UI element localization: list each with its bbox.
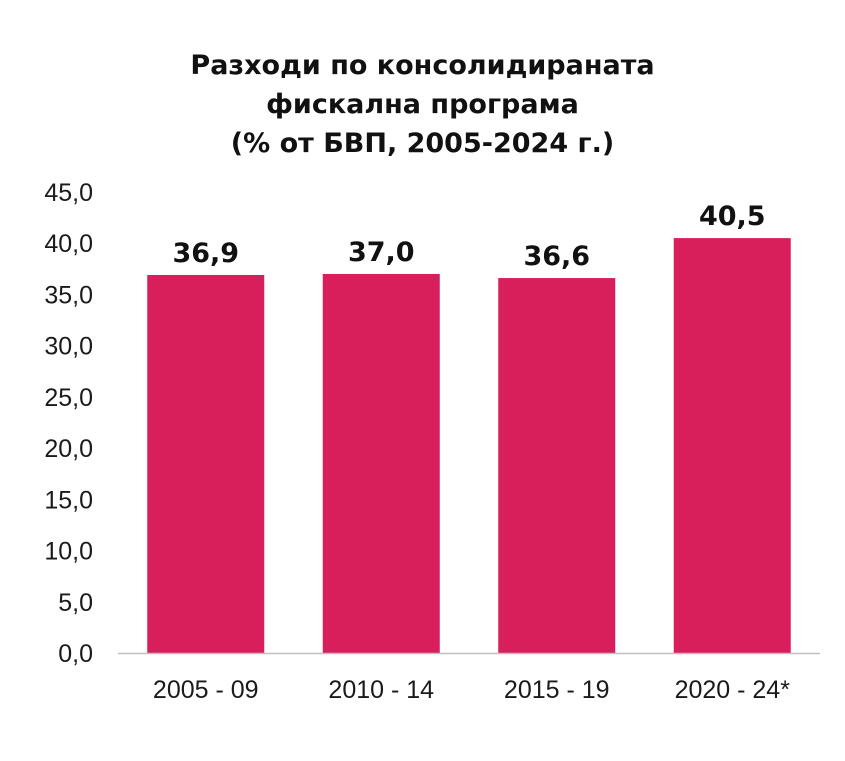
chart-title-line-3: (% от БВП, 2005-2024 г.): [230, 128, 615, 159]
x-axis-category-labels: 2005 - 09 2010 - 14 2015 - 19 2020 - 24*: [153, 676, 790, 704]
x-category-label: 2010 - 14: [328, 676, 434, 704]
y-tick-label: 45,0: [44, 179, 93, 207]
chart-title: Разходи по консолидираната фискална прог…: [0, 46, 845, 163]
x-category-label: 2005 - 09: [153, 676, 259, 704]
bar-value-label: 37,0: [348, 237, 415, 268]
bars: [147, 238, 791, 653]
y-tick-label: 0,0: [58, 640, 93, 668]
chart-title-line-1: Разходи по консолидираната: [190, 50, 655, 81]
y-tick-label: 10,0: [44, 538, 93, 566]
y-tick-label: 30,0: [44, 333, 93, 361]
y-tick-label: 25,0: [44, 384, 93, 412]
bar: [147, 274, 265, 653]
bar: [498, 278, 616, 653]
bar-value-label: 36,9: [172, 238, 239, 269]
x-category-label: 2020 - 24*: [675, 676, 791, 704]
x-category-label: 2015 - 19: [504, 676, 610, 704]
data-labels: 36,9 37,0 36,6 40,5: [172, 201, 765, 272]
y-tick-label: 35,0: [44, 281, 93, 309]
bar-value-label: 36,6: [523, 241, 590, 272]
bar: [673, 238, 791, 653]
y-tick-label: 20,0: [44, 435, 93, 463]
y-tick-label: 40,0: [44, 230, 93, 258]
y-axis-tick-labels: 0,0 5,0 10,0 15,0 20,0 25,0 30,0 35,0 40,0 45,0: [44, 179, 93, 668]
y-tick-label: 15,0: [44, 486, 93, 514]
chart-title-line-2: фискална програма: [266, 89, 579, 120]
bar: [322, 273, 440, 653]
y-tick-label: 5,0: [58, 589, 93, 617]
bar-value-label: 40,5: [699, 201, 766, 232]
